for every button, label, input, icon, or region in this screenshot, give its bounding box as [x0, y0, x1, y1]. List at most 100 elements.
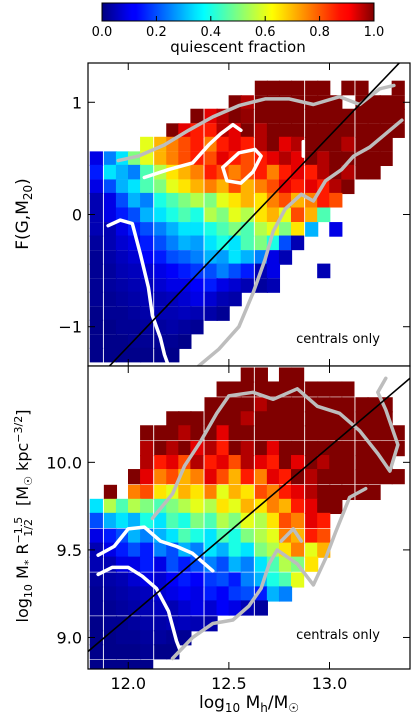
heatmap-cell	[278, 425, 293, 441]
x-axis-label: log10 Mh/M☉	[199, 693, 299, 715]
heatmap-cell	[240, 192, 254, 208]
heatmap-cell	[254, 222, 268, 237]
heatmap-cell	[266, 250, 281, 265]
heatmap-cell	[216, 498, 230, 515]
heatmap-cell	[254, 136, 268, 152]
heatmap-cell	[166, 334, 180, 349]
heatmap-cell	[254, 512, 268, 529]
heatmap-cell	[178, 411, 192, 427]
heatmap-cell	[190, 278, 204, 293]
contour-line-white	[142, 122, 243, 180]
heatmap-cell	[240, 136, 254, 152]
heatmap-cell	[228, 278, 242, 293]
heatmap-cell	[266, 397, 281, 413]
heatmap-cell	[355, 164, 369, 180]
x-tick-label: 12.0	[110, 674, 146, 693]
heatmap-cell	[154, 151, 168, 167]
heatmap-cell	[305, 108, 319, 124]
heatmap-cell	[140, 498, 154, 515]
heatmap-cell	[367, 425, 381, 441]
heatmap-cell	[128, 512, 142, 529]
heatmap-cell	[278, 108, 293, 124]
heatmap-cell	[254, 397, 268, 413]
heatmap-cell	[305, 425, 319, 441]
heatmap-cell	[115, 319, 130, 335]
heatmap-cell	[216, 192, 230, 208]
heatmap-cell	[115, 586, 130, 602]
heatmap-cell	[278, 235, 293, 251]
heatmap-cell	[166, 151, 180, 167]
heatmap-cell	[115, 291, 130, 307]
heatmap-cell	[166, 319, 180, 335]
heatmap-cell	[166, 347, 180, 363]
heatmap-cell	[317, 469, 331, 485]
heatmap-cell	[140, 484, 154, 500]
heatmap-cell	[204, 123, 218, 138]
heatmap-cell	[216, 222, 230, 237]
heatmap-cell	[103, 278, 118, 293]
panel-bottom-contours	[96, 376, 400, 664]
heatmap-cell	[341, 136, 355, 152]
heatmap-cell	[190, 179, 204, 195]
heatmap-cell	[278, 136, 293, 152]
heatmap-cell	[115, 179, 130, 195]
heatmap-cell	[166, 192, 180, 208]
colorbar: 0.0 0.2 0.4 0.6 0.8 1.0 quiescent fraction	[92, 2, 384, 56]
heatmap-cell	[190, 263, 204, 279]
heatmap-cell	[178, 278, 192, 293]
heatmap-cell	[278, 397, 293, 413]
heatmap-cell	[178, 250, 192, 265]
heatmap-cell	[166, 498, 180, 515]
panel-top-contours	[106, 83, 404, 366]
heatmap-cell	[128, 250, 142, 265]
y-tick-label: 9.0	[57, 628, 82, 647]
heatmap-cell	[128, 319, 142, 335]
heatmap-cell	[291, 123, 305, 138]
heatmap-cell	[266, 469, 281, 485]
heatmap-cell	[103, 192, 118, 208]
heatmap-cell	[89, 659, 103, 669]
heatmap-cell	[240, 207, 254, 223]
heatmap-cell	[367, 397, 381, 413]
heatmap-cell	[305, 207, 319, 223]
heatmap-cell	[190, 222, 204, 237]
heatmap-cell	[115, 235, 130, 251]
heatmap-cell	[166, 469, 180, 485]
heatmap-cell	[240, 528, 254, 544]
heatmap-cell	[115, 542, 130, 558]
heatmap-cell	[103, 644, 118, 660]
colorbar-gradient	[101, 2, 375, 22]
heatmap-cell	[367, 164, 381, 180]
heatmap-cell	[115, 347, 130, 363]
heatmap-cell	[140, 192, 154, 208]
heatmap-cell	[329, 151, 343, 167]
heatmap-cell	[89, 250, 103, 265]
heatmap-cell	[317, 108, 331, 124]
heatmap-cell	[204, 263, 218, 279]
heatmap-cell	[228, 600, 242, 616]
heatmap-cell	[329, 381, 343, 397]
heatmap-cell	[317, 411, 331, 427]
heatmap-cell	[329, 179, 343, 195]
heatmap-cell	[240, 411, 254, 427]
heatmap-cell	[103, 319, 118, 335]
heatmap-cell	[240, 542, 254, 558]
heatmap-cell	[166, 586, 180, 602]
heatmap-cell	[266, 136, 281, 152]
heatmap-cell	[305, 222, 319, 237]
heatmap-cell	[89, 222, 103, 237]
heatmap-cell	[216, 512, 230, 529]
heatmap-cell	[140, 616, 154, 632]
heatmap-cell	[103, 572, 118, 588]
heatmap-cell	[128, 179, 142, 195]
heatmap-cell	[178, 263, 192, 279]
heatmap-cell	[190, 411, 204, 427]
heatmap-cell	[228, 469, 242, 485]
heatmap-cell	[103, 207, 118, 223]
heatmap-cell	[266, 164, 281, 180]
heatmap-cell	[317, 192, 331, 208]
heatmap-cell	[266, 512, 281, 529]
heatmap-cell	[228, 572, 242, 588]
heatmap-cell	[228, 263, 242, 279]
heatmap-cell	[166, 179, 180, 195]
